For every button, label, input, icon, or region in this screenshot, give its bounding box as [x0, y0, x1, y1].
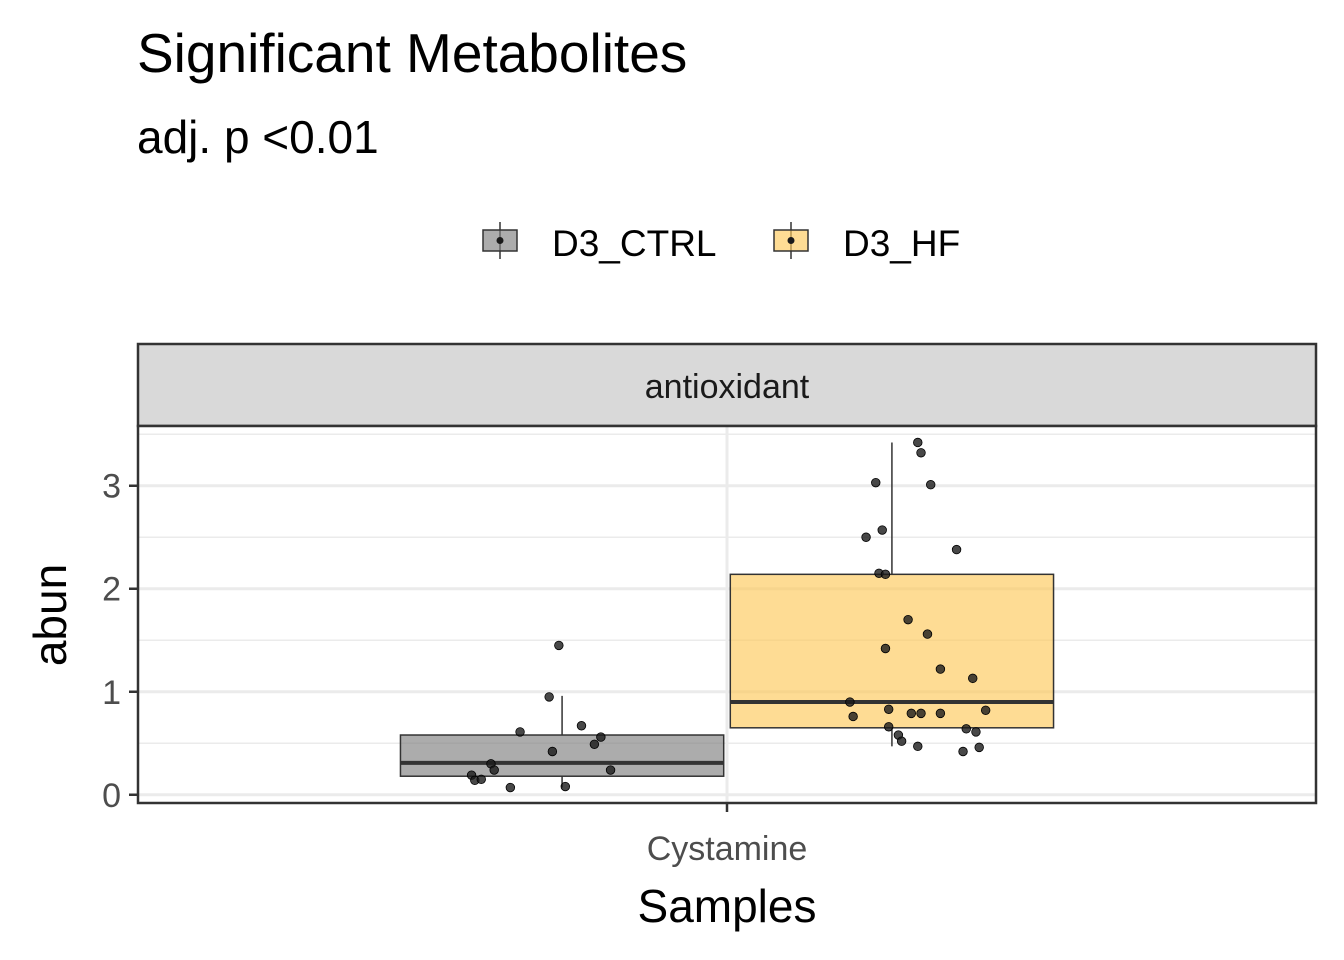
facet-strip-label: antioxidant [645, 368, 810, 406]
y-tick-label: 0 [102, 777, 121, 815]
data-point [903, 614, 913, 625]
legend-item-d3-ctrl: D3_CTRL [482, 222, 717, 264]
data-point [935, 664, 946, 674]
data-point [968, 673, 978, 684]
data-point [547, 746, 558, 757]
data-point [951, 544, 962, 555]
y-tick-label: 1 [102, 674, 121, 712]
data-point [916, 708, 926, 719]
data-point [476, 774, 486, 785]
x-axis-title: Samples [638, 880, 817, 932]
data-point [596, 732, 606, 742]
data-point [871, 477, 881, 488]
chart-subtitle: adj. p <0.01 [137, 111, 379, 163]
box-D3_HF [729, 573, 1055, 729]
facet-strip: antioxidant [136, 342, 1318, 428]
x-tick-label: Cystamine [647, 830, 808, 868]
data-point [877, 525, 887, 535]
data-point [971, 727, 981, 737]
series-d3-ctrl [399, 640, 725, 793]
legend-item-d3-hf: D3_HF [773, 222, 960, 264]
data-point [560, 781, 571, 792]
plot-panel: 0 1 2 3 Cystamine [102, 424, 1318, 868]
legend-key-point [496, 237, 504, 244]
y-axis-title: abun [24, 564, 76, 666]
legend-label: D3_CTRL [552, 223, 717, 264]
data-point [958, 746, 968, 757]
data-point [544, 692, 554, 702]
data-point [883, 704, 894, 714]
data-point [861, 532, 871, 542]
data-point [980, 705, 991, 715]
data-point [922, 629, 933, 639]
data-point [880, 569, 891, 580]
series-d3-hf [729, 437, 1055, 757]
legend: D3_CTRL D3_HF [482, 222, 960, 264]
data-point [916, 448, 926, 458]
data-point [505, 782, 516, 793]
data-point [589, 739, 600, 749]
data-point [926, 480, 936, 490]
y-tick-label: 2 [102, 571, 121, 609]
data-point [848, 711, 858, 722]
data-point [896, 736, 907, 746]
data-point [576, 721, 587, 731]
data-point [515, 727, 525, 737]
data-point [961, 724, 971, 734]
legend-key-point [787, 237, 795, 244]
data-point [883, 722, 894, 732]
data-point [913, 741, 923, 752]
box-D3_CTRL [399, 734, 725, 777]
data-point [974, 742, 984, 753]
chart-title: Significant Metabolites [137, 22, 687, 84]
data-point [880, 643, 891, 654]
data-point [489, 765, 499, 775]
data-point [845, 697, 855, 707]
data-point [913, 437, 923, 448]
data-point [906, 708, 917, 719]
legend-label: D3_HF [843, 223, 960, 264]
facet-strip-background [136, 342, 1318, 428]
data-point [935, 708, 946, 719]
data-point [554, 640, 564, 651]
data-point [605, 765, 616, 775]
y-tick-label: 3 [102, 468, 121, 506]
